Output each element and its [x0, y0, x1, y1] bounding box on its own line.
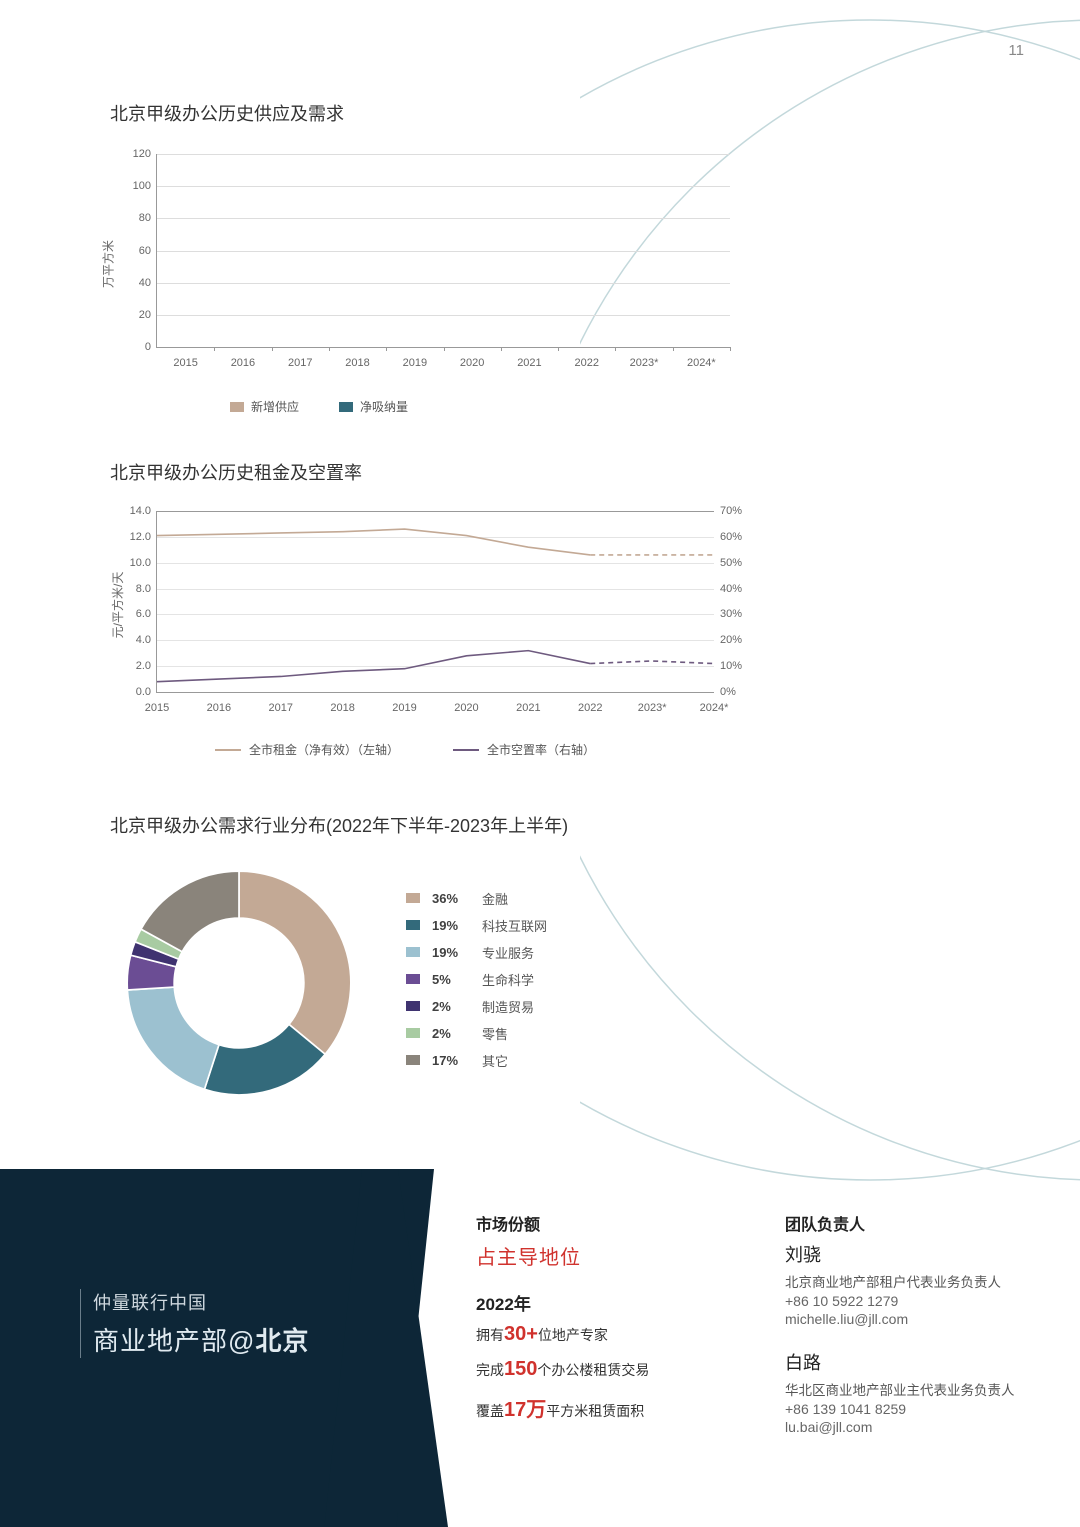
- bar-chart-x-tick: 2019: [389, 357, 441, 369]
- donut-slice: [127, 987, 219, 1089]
- line-chart-x-tick: 2024*: [700, 702, 729, 714]
- footer: 仲量联行中国 商业地产部@北京 市场份额 占主导地位 2022年 拥有30+位地…: [0, 1169, 1080, 1527]
- donut-legend: 36%金融 19%科技互联网 19%专业服务 5%生命科学 2%制造贸易 2%零售 17%其…: [406, 889, 547, 1078]
- footer-market-status: 占主导地位: [476, 1241, 741, 1270]
- bar-chart-y-tick: 100: [133, 180, 157, 192]
- line-chart-x-tick: 2018: [330, 702, 354, 714]
- line-chart-y-tick-right: 20%: [714, 634, 742, 646]
- footer-brand-small: 仲量联行中国: [93, 1289, 398, 1315]
- footer-stat: 拥有30+位地产专家: [476, 1323, 741, 1346]
- bar-chart-x-tick: 2018: [332, 357, 384, 369]
- legend-item: 全市租金（净有效）（左轴）: [215, 741, 399, 758]
- line-chart-y-tick-left: 8.0: [136, 583, 157, 595]
- line-chart-x-tick: 2020: [454, 702, 478, 714]
- bar-chart-y-tick: 20: [139, 309, 157, 321]
- line-chart-y-tick-left: 6.0: [136, 608, 157, 620]
- footer-person-name: 刘骁: [785, 1241, 1050, 1267]
- bar-chart-y-tick: 80: [139, 212, 157, 224]
- bar-chart-y-tick: 40: [139, 277, 157, 289]
- donut-legend-row: 19%专业服务: [406, 943, 547, 962]
- footer-person-phone: +86 10 5922 1279: [785, 1293, 1050, 1309]
- line-chart-x-tick: 2016: [207, 702, 231, 714]
- line-chart-legend: 全市租金（净有效）（左轴） 全市空置率（右轴）: [110, 741, 700, 758]
- bar-chart-y-label: 万平方米: [100, 240, 117, 288]
- line-chart: 元/平方米/天 0.02.04.06.08.010.012.014.00%10%…: [120, 503, 750, 729]
- footer-person-phone: +86 139 1041 8259: [785, 1401, 1050, 1417]
- bar-chart-y-tick: 0: [145, 341, 157, 353]
- bar-chart: 万平方米 02040608010012020152016201720182019…: [120, 144, 730, 384]
- donut-slice: [239, 871, 351, 1054]
- footer-person-role: 华北区商业地产部业主代表业务负责人: [785, 1379, 1050, 1399]
- legend-item: 新增供应: [230, 398, 299, 415]
- line-chart-y-tick-right: 70%: [714, 505, 742, 517]
- footer-col-market: 市场份额 占主导地位 2022年 拥有30+位地产专家完成150个办公楼租赁交易…: [476, 1211, 741, 1527]
- line-chart-title: 北京甲级办公历史租金及空置率: [110, 459, 700, 485]
- line-chart-y-tick-left: 4.0: [136, 634, 157, 646]
- bar-chart-x-tick: 2016: [217, 357, 269, 369]
- line-chart-y-tick-left: 14.0: [130, 505, 157, 517]
- chart-line: [157, 651, 590, 682]
- line-chart-x-tick: 2015: [145, 702, 169, 714]
- bar-chart-legend: 新增供应 净吸纳量: [230, 398, 700, 415]
- footer-stat: 覆盖17万平方米租赁面积: [476, 1393, 741, 1422]
- footer-col-team: 团队负责人 刘骁北京商业地产部租户代表业务负责人 +86 10 5922 1279…: [785, 1211, 1050, 1527]
- line-chart-y-tick-right: 30%: [714, 608, 742, 620]
- line-chart-x-tick: 2019: [392, 702, 416, 714]
- footer-person-role: 北京商业地产部租户代表业务负责人: [785, 1271, 1050, 1291]
- line-chart-x-tick: 2023*: [638, 702, 667, 714]
- line-chart-x-tick: 2021: [516, 702, 540, 714]
- page-number: 11: [1008, 42, 1024, 59]
- line-chart-y-tick-left: 10.0: [130, 557, 157, 569]
- chart-line: [157, 529, 590, 555]
- line-chart-y-tick-right: 0%: [714, 686, 736, 698]
- donut-legend-row: 2%零售: [406, 1024, 547, 1043]
- donut-legend-row: 17%其它: [406, 1051, 547, 1070]
- line-chart-y-tick-left: 0.0: [136, 686, 157, 698]
- line-chart-y-tick-right: 50%: [714, 557, 742, 569]
- line-chart-y-tick-right: 40%: [714, 583, 742, 595]
- footer-brand-big: 商业地产部@北京: [93, 1321, 398, 1358]
- donut-legend-row: 36%金融: [406, 889, 547, 908]
- bar-chart-x-tick: 2015: [160, 357, 212, 369]
- bar-chart-title: 北京甲级办公历史供应及需求: [110, 100, 700, 126]
- footer-year: 2022年: [476, 1290, 741, 1315]
- donut-chart: [116, 860, 362, 1106]
- donut-legend-row: 5%生命科学: [406, 970, 547, 989]
- line-chart-x-tick: 2022: [578, 702, 602, 714]
- footer-person: 白路华北区商业地产部业主代表业务负责人 +86 139 1041 8259 lu.b…: [785, 1349, 1050, 1435]
- chart-line-dashed: [590, 661, 714, 664]
- footer-person-name: 白路: [785, 1349, 1050, 1375]
- bar-chart-y-tick: 60: [139, 245, 157, 257]
- footer-market-heading: 市场份额: [476, 1211, 741, 1235]
- footer-person-email: lu.bai@jll.com: [785, 1419, 1050, 1435]
- donut-title: 北京甲级办公需求行业分布(2022年下半年-2023年上半年): [110, 812, 700, 838]
- line-chart-y-tick-left: 2.0: [136, 660, 157, 672]
- line-chart-y-label-left: 元/平方米/天: [109, 571, 126, 638]
- footer-person: 刘骁北京商业地产部租户代表业务负责人 +86 10 5922 1279 michel…: [785, 1241, 1050, 1327]
- bar-chart-y-tick: 120: [133, 148, 157, 160]
- bar-chart-x-tick: 2023*: [618, 357, 670, 369]
- line-chart-y-tick-left: 12.0: [130, 531, 157, 543]
- footer-left-panel: 仲量联行中国 商业地产部@北京: [0, 1169, 398, 1527]
- legend-item: 全市空置率（右轴）: [453, 741, 595, 758]
- bar-chart-x-tick: 2017: [274, 357, 326, 369]
- donut-legend-row: 19%科技互联网: [406, 916, 547, 935]
- footer-team-heading: 团队负责人: [785, 1211, 1050, 1235]
- footer-person-email: michelle.liu@jll.com: [785, 1311, 1050, 1327]
- bar-chart-x-tick: 2020: [446, 357, 498, 369]
- bar-chart-x-tick: 2024*: [676, 357, 728, 369]
- bar-chart-x-tick: 2021: [504, 357, 556, 369]
- bar-chart-x-tick: 2022: [561, 357, 613, 369]
- donut-legend-row: 2%制造贸易: [406, 997, 547, 1016]
- line-chart-y-tick-right: 10%: [714, 660, 742, 672]
- footer-stat: 完成150个办公楼租赁交易: [476, 1358, 741, 1381]
- line-chart-x-tick: 2017: [269, 702, 293, 714]
- line-chart-y-tick-right: 60%: [714, 531, 742, 543]
- legend-item: 净吸纳量: [339, 398, 408, 415]
